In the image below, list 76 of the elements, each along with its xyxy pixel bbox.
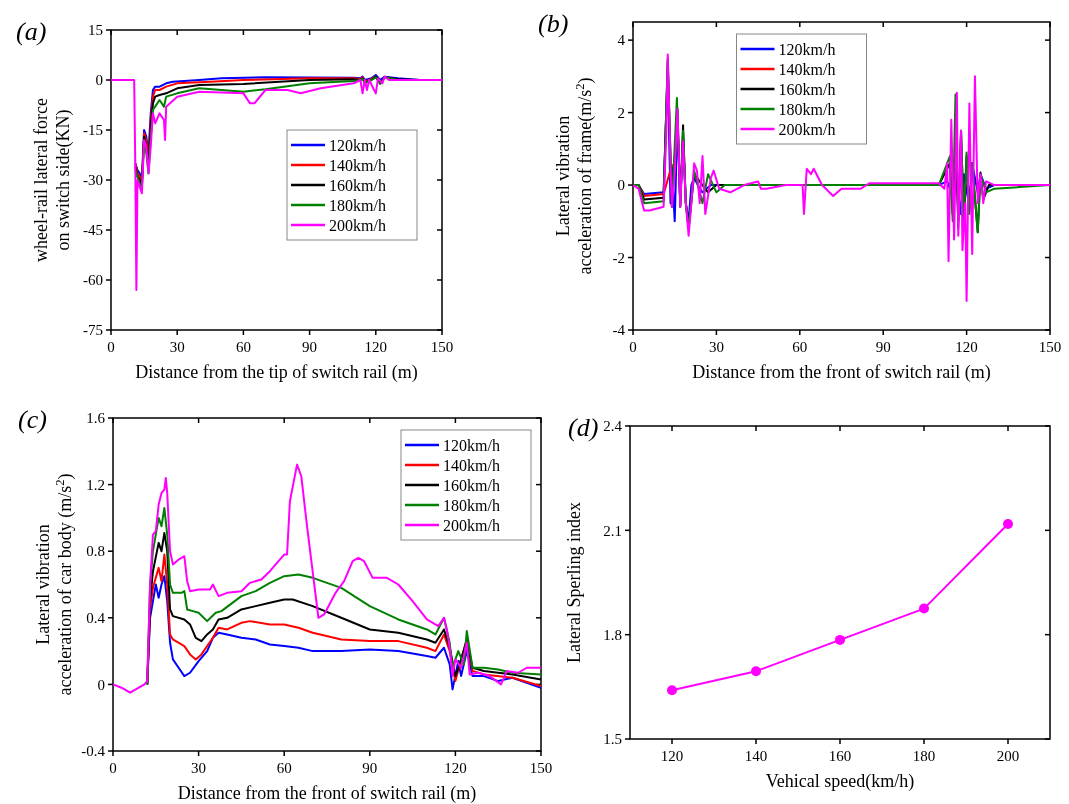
y-tick-label: 1.8: [603, 626, 622, 643]
point: [667, 685, 677, 696]
legend-label: 140km/h: [778, 60, 836, 78]
legend-label: 200km/h: [329, 216, 386, 234]
x-tick-label: 30: [191, 760, 207, 776]
y-tick-label: 0: [617, 177, 625, 194]
x-tick-label: 120: [444, 760, 467, 776]
x-tick-label: 0: [109, 760, 117, 776]
x-tick-label: 140: [744, 748, 768, 764]
y-tick-label: 2.1: [603, 522, 622, 539]
y-tick-label: -30: [83, 172, 103, 189]
x-axis-title: Distance from the tip of switch rail (m): [135, 362, 418, 383]
x-axis-title: Distance from the front of switch rail (m): [177, 783, 477, 804]
legend-label: 140km/h: [443, 456, 500, 474]
y-tick-label: -75: [83, 322, 103, 339]
y-tick-label: -2: [612, 249, 625, 266]
line-series: [146, 575, 542, 691]
legend-label: 160km/h: [443, 476, 500, 494]
y-tick-label: 0: [97, 676, 105, 693]
x-tick-label: 60: [276, 760, 292, 776]
y-tick-label: -4: [612, 322, 626, 339]
legend-label: 200km/h: [778, 120, 836, 138]
y-tick-label: -15: [83, 122, 103, 139]
x-tick-label: 150: [1038, 339, 1062, 355]
y-tick-label: 1.6: [86, 410, 106, 427]
y-axis-title: wheel-rail lateral force on switch side(KN): [31, 98, 74, 262]
y-tick-label: 4: [617, 32, 626, 49]
legend-label: 160km/h: [329, 176, 386, 194]
legend-label: 160km/h: [778, 80, 836, 98]
y-tick-label: 0.8: [86, 543, 105, 560]
x-tick-label: 30: [169, 339, 185, 355]
legend-label: 120km/h: [329, 136, 386, 154]
chart-title: (d): [568, 413, 599, 442]
y-tick-label: 0: [95, 72, 103, 89]
y-tick-label: 2.4: [603, 418, 623, 435]
legend-label: 180km/h: [329, 196, 386, 214]
y-tick-label: 0.4: [86, 610, 106, 627]
y-tick-label: 2: [617, 104, 625, 121]
x-tick-label: 30: [708, 339, 724, 355]
chart-title: (a): [16, 17, 47, 46]
legend-label: 120km/h: [778, 40, 836, 58]
x-axis-title: Distance from the front of switch rail (m): [692, 362, 991, 383]
y-tick-label: -45: [83, 222, 103, 239]
x-axis-title: Vehical speed(km/h): [765, 771, 915, 792]
line-series: [110, 75, 443, 291]
x-tick-label: 120: [660, 748, 684, 764]
legend-label: 120km/h: [443, 436, 500, 454]
x-tick-label: 60: [792, 339, 808, 355]
x-tick-label: 0: [629, 339, 637, 355]
y-axis-title: Lateral Sperling index: [564, 502, 584, 663]
x-tick-label: 200: [996, 748, 1020, 764]
legend-label: 180km/h: [778, 100, 836, 118]
x-tick-label: 160: [828, 748, 852, 764]
x-tick-label: 150: [430, 339, 454, 355]
x-tick-label: 120: [364, 339, 388, 355]
y-tick-label: -0.4: [81, 743, 106, 760]
x-tick-label: 90: [302, 339, 318, 355]
point: [751, 666, 761, 677]
chart-title: (b): [538, 9, 569, 38]
x-tick-label: 90: [362, 760, 378, 776]
legend-label: 140km/h: [329, 156, 386, 174]
x-tick-label: 90: [875, 339, 891, 355]
y-tick-label: -60: [83, 272, 103, 289]
y-tick-label: 15: [88, 22, 103, 39]
legend-label: 200km/h: [443, 516, 500, 534]
y-tick-label: 1.2: [86, 476, 105, 493]
point: [919, 603, 929, 614]
y-tick-label: 1.5: [603, 731, 622, 748]
x-tick-label: 150: [529, 760, 553, 776]
x-tick-label: 120: [955, 339, 978, 355]
point: [1003, 519, 1013, 530]
x-tick-label: 60: [235, 339, 251, 355]
legend-label: 180km/h: [443, 496, 500, 514]
x-tick-label: 180: [912, 748, 936, 764]
chart-title: (c): [18, 405, 47, 434]
point: [835, 634, 845, 645]
